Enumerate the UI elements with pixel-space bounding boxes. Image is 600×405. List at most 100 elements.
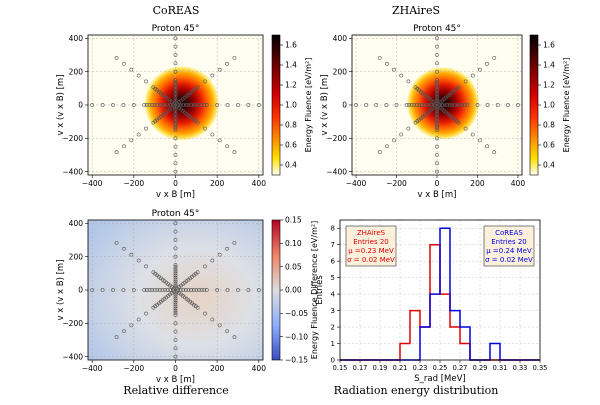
colorbar-tick-label: 0.6	[285, 141, 297, 150]
antenna-marker	[447, 103, 452, 107]
antenna-marker	[181, 288, 186, 292]
y-axis-label: v x (v x B) [m]	[56, 259, 66, 320]
antenna-marker	[144, 79, 148, 84]
x-tick-label: 400	[511, 179, 526, 188]
antenna-marker	[131, 288, 136, 292]
antenna-marker	[385, 144, 389, 149]
antenna-marker	[173, 246, 178, 251]
antenna-marker	[173, 88, 178, 93]
antenna-marker	[232, 150, 237, 155]
y-tick-label: 200	[69, 67, 84, 76]
antenna-marker	[195, 85, 200, 90]
antenna-marker	[485, 61, 489, 66]
x-tick-label: 0	[435, 179, 440, 188]
antenna-marker	[364, 103, 369, 107]
antenna-marker	[435, 82, 439, 87]
antenna-marker	[435, 90, 439, 95]
x-axis-label: v x B [m]	[156, 190, 195, 200]
antenna-marker	[173, 281, 178, 286]
x-tick-label: 400	[252, 364, 267, 373]
antenna-marker	[225, 246, 229, 251]
antenna-marker	[457, 103, 462, 107]
plot-zhaires: −400 −200 0 200 400 −400 −200 0 200 400 Proton 45°…	[320, 24, 571, 200]
antenna-marker	[173, 107, 178, 112]
y-tick-label: 8	[331, 225, 335, 233]
antenna-marker	[256, 103, 261, 107]
antenna-marker	[122, 61, 126, 66]
antenna-marker	[151, 120, 156, 125]
antenna-marker	[412, 103, 417, 107]
antenna-marker	[173, 126, 178, 130]
antenna-marker	[203, 264, 207, 269]
antenna-marker	[173, 117, 178, 122]
x-tick-label: −400	[82, 179, 103, 188]
histogram-bin	[400, 344, 410, 360]
y-tick-label: 400	[333, 34, 348, 43]
antenna-marker	[435, 121, 439, 126]
y-tick-label: 200	[69, 252, 84, 261]
legend-line: Entries 20	[491, 238, 527, 246]
antenna-marker	[210, 317, 215, 322]
legend-line: CoREAS	[495, 229, 523, 237]
antenna-marker	[90, 103, 95, 107]
legend-line: σ = 0.02 MeV	[485, 256, 533, 264]
colorbar-tick-label: 0.4	[285, 161, 297, 170]
plot-energy-histogram: 0.15 0.17 0.19 0.21 0.23 0.25 0.27 0.29 0.31 0.33…	[315, 219, 547, 384]
antenna-marker	[435, 128, 439, 132]
antenna-marker	[194, 103, 199, 107]
antenna-marker	[173, 292, 178, 297]
antenna-marker	[478, 67, 482, 72]
antenna-marker	[129, 252, 134, 257]
antenna-marker	[435, 44, 439, 49]
x-tick-label: 0.23	[413, 364, 428, 372]
colorbar-tick-label: 1.4	[285, 61, 297, 70]
antenna-marker	[144, 288, 149, 292]
colorbar-tick-label: 0.15	[285, 216, 302, 225]
antenna-marker	[165, 103, 170, 107]
antenna-marker	[173, 92, 178, 97]
antenna-marker	[485, 144, 489, 149]
energy-footprint	[144, 65, 220, 141]
antenna-marker	[173, 308, 178, 313]
colorbar-tick-label: 0.6	[543, 141, 555, 150]
colorbar-tick-label: 1.2	[285, 81, 297, 90]
antenna-marker	[492, 55, 497, 60]
antenna-marker	[435, 86, 439, 91]
antenna-marker	[173, 265, 178, 269]
antenna-marker	[160, 288, 165, 292]
antenna-marker	[463, 79, 468, 84]
antenna-marker	[435, 119, 439, 124]
antenna-marker	[160, 103, 165, 107]
antenna-marker	[157, 288, 162, 292]
legend-line: ZHAireS	[357, 229, 386, 237]
antenna-marker	[173, 275, 178, 280]
y-tick-label: 400	[69, 34, 84, 43]
colorbar	[529, 34, 539, 176]
colorbar-label: Energy Fluence [eV/m²]	[562, 58, 571, 153]
antenna-marker	[246, 103, 251, 107]
antenna-marker	[194, 288, 199, 292]
antenna-marker	[173, 273, 178, 278]
antenna-marker	[173, 329, 178, 334]
antenna-marker	[147, 103, 152, 107]
x-tick-label: 0.31	[493, 364, 508, 372]
antenna-marker	[151, 305, 156, 310]
x-tick-label: 0	[173, 364, 178, 373]
antenna-marker	[173, 69, 178, 74]
antenna-marker	[152, 288, 157, 292]
antenna-marker	[422, 103, 427, 107]
y-axis-label: v x (v x B) [m]	[56, 74, 66, 135]
antenna-marker	[173, 80, 178, 84]
colorbar-tick-label: 0.8	[543, 121, 555, 130]
antenna-marker	[122, 144, 126, 149]
antenna-marker	[419, 103, 424, 107]
antenna-marker	[90, 288, 95, 292]
antenna-marker	[173, 44, 178, 49]
antenna-marker	[204, 103, 209, 107]
antenna-marker	[173, 94, 178, 99]
x-axis-label: v x B [m]	[156, 375, 195, 385]
y-tick-label: 1	[331, 340, 335, 348]
antenna-marker	[470, 132, 475, 137]
antenna-marker	[184, 288, 188, 292]
